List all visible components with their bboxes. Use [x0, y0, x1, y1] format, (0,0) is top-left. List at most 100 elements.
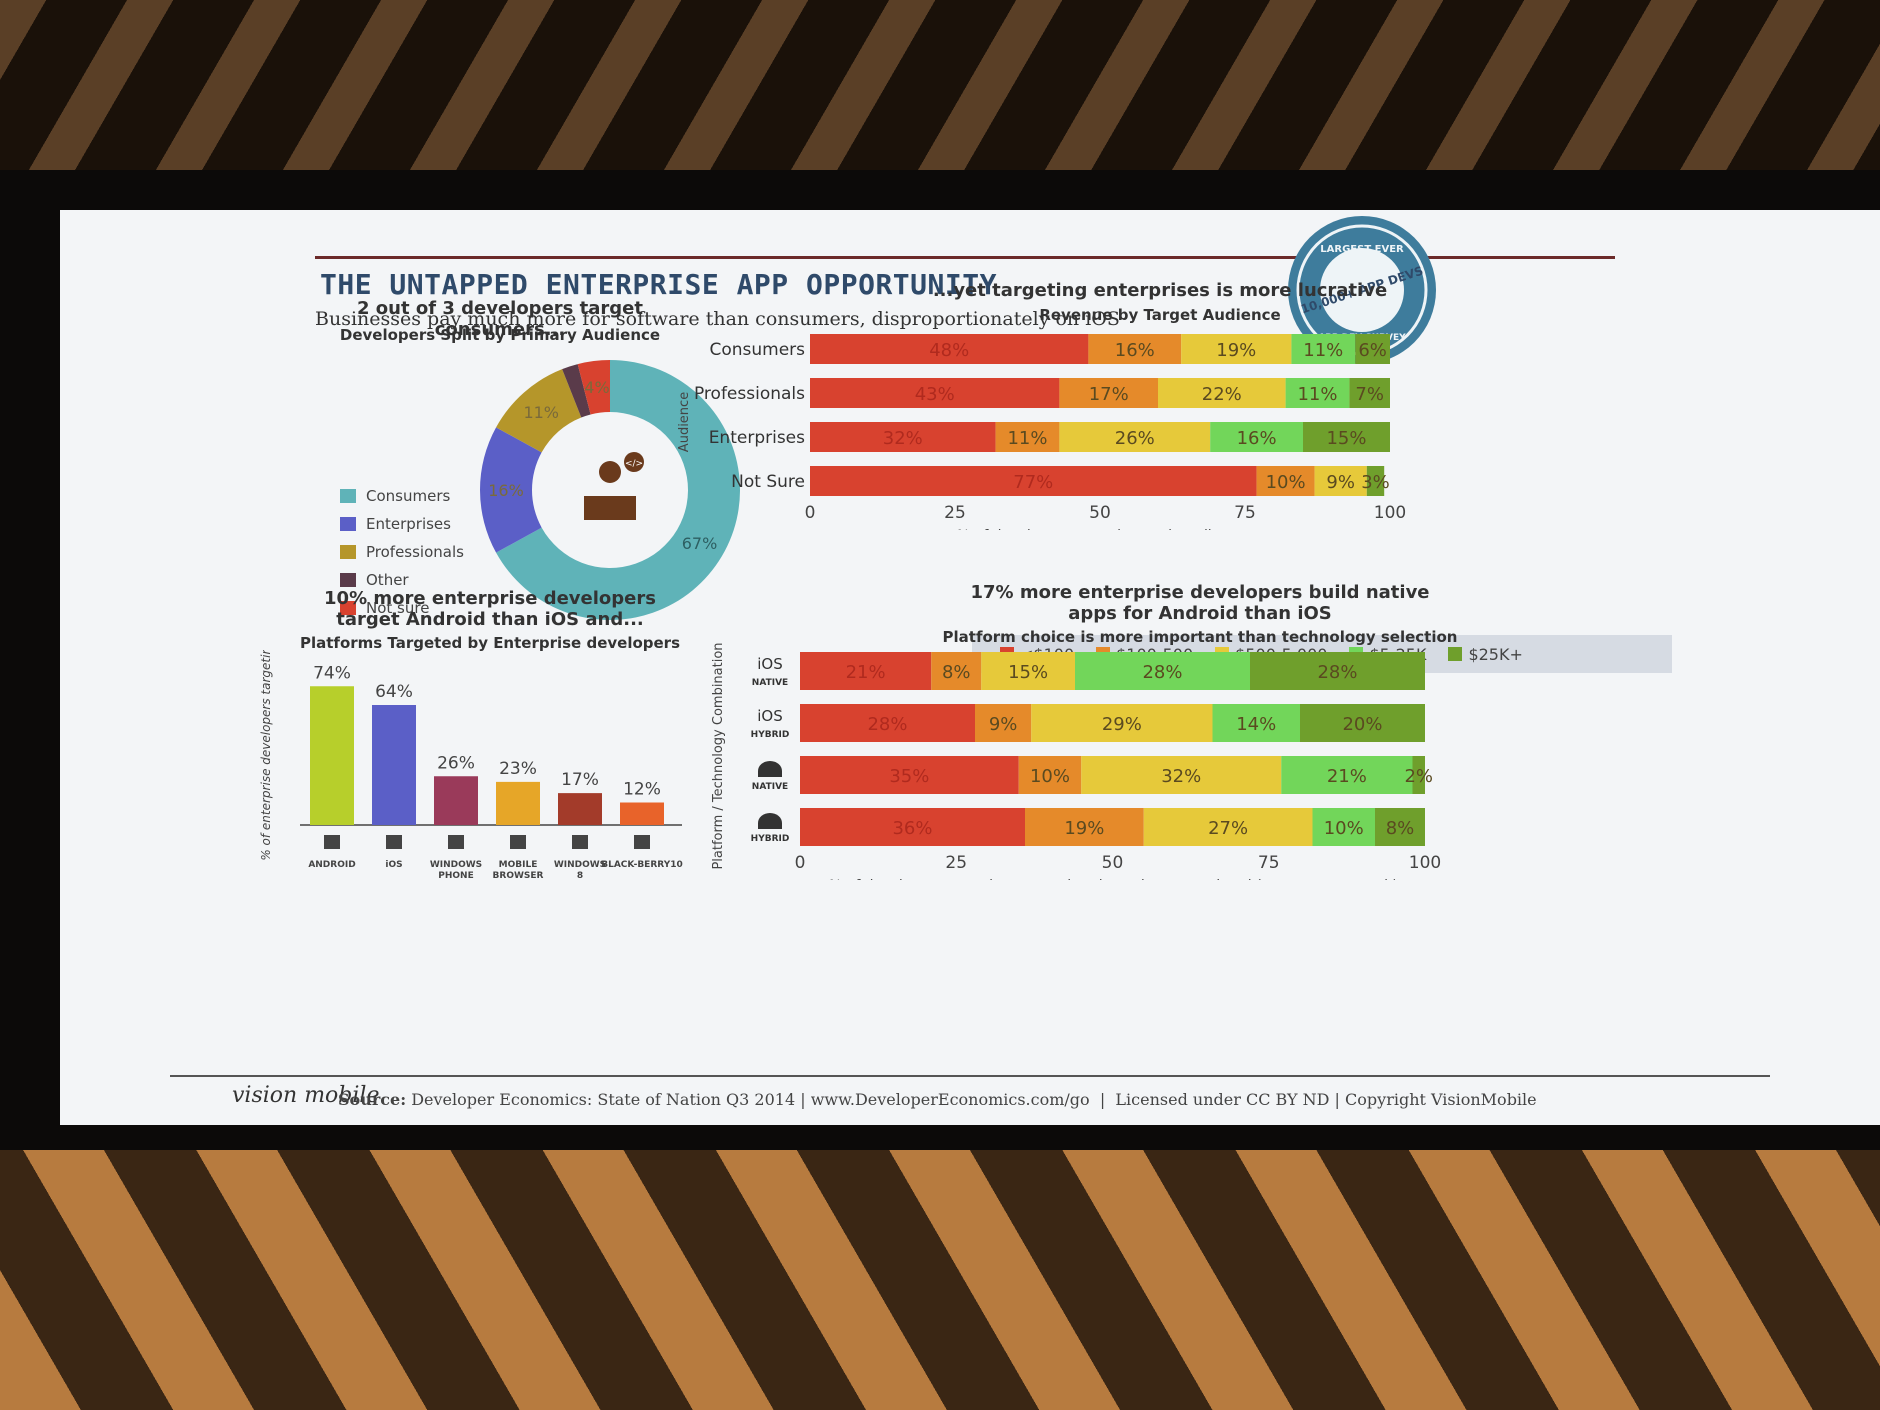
- bar-segment: [1355, 334, 1390, 364]
- platform-icon: [510, 835, 526, 849]
- bar-segment-label: 28%: [1142, 662, 1182, 683]
- legend-swatch: [340, 601, 356, 615]
- x-axis-label: % of developers targeting each audience: [956, 528, 1245, 530]
- bar-segment: [1081, 756, 1282, 794]
- legend-swatch: [340, 573, 356, 587]
- y-axis-label: Platform / Technology Combination: [711, 642, 726, 869]
- donut-slice-professionals: [496, 369, 582, 453]
- bar-segment-label: 9%: [1326, 472, 1355, 493]
- donut-label: 16%: [488, 481, 524, 500]
- bar-segment-label: 6%: [1358, 340, 1387, 361]
- bar-segment-label: 27%: [1208, 818, 1248, 839]
- bar-segment: [1018, 756, 1082, 794]
- bar-segment: [810, 422, 996, 452]
- x-tick-label: 0: [805, 503, 816, 523]
- bar-segment-label: 10%: [1324, 818, 1364, 839]
- bar-segment-label: 48%: [929, 340, 969, 361]
- donut-chart: 67% 16% 11% 4%: [480, 360, 740, 620]
- bar-segment-label: 15%: [1326, 428, 1366, 449]
- x-tick-label: 75: [1258, 853, 1280, 873]
- category-label: iOS: [385, 860, 402, 870]
- legend-item-professionals: Professionals: [340, 538, 464, 566]
- platform-bar: [310, 686, 354, 825]
- donut-slice-enterprises: [480, 427, 542, 553]
- donut-slice-not-sure: [577, 360, 610, 415]
- license-text: Licensed under CC BY ND | Copyright Visi…: [1115, 1090, 1537, 1109]
- category-label: Consumers: [709, 340, 805, 360]
- bar-segment: [1412, 756, 1425, 794]
- legend-item-other: Other: [340, 566, 464, 594]
- bar-segment: [1303, 422, 1390, 452]
- donut-slice-other: [562, 364, 591, 418]
- x-tick-label: 100: [1409, 853, 1441, 873]
- slide-title: THE UNTAPPED ENTERPRISE APP OPPORTUNITY: [320, 268, 997, 301]
- bar-segment-label: 20%: [1342, 714, 1382, 735]
- revenue-stacked-bar-chart: 48% 16% 19% 11% 6% Consumers 43% 17% 22% 11% 7% Pro…: [677, 334, 1406, 530]
- platform-icon: [448, 835, 464, 849]
- platform-tech-subtitle: Platform choice is more important than t…: [942, 628, 1458, 646]
- platform-bar: [434, 776, 478, 825]
- category-label: ANDROID: [308, 860, 355, 870]
- platforms-title: 10% more enterprise developers target An…: [324, 588, 656, 630]
- bar-segment-label: 28%: [1317, 662, 1357, 683]
- legend-item-not-sure: Not sure: [340, 594, 464, 622]
- source-label: Source:: [338, 1090, 407, 1109]
- category-label: Professionals: [694, 384, 805, 404]
- bar-segment-label: 11%: [1297, 384, 1337, 405]
- donut-slice-consumers: [496, 360, 740, 620]
- category-label: PHONE: [438, 871, 473, 881]
- android-icon: [758, 761, 782, 777]
- category-label: BROWSER: [493, 871, 544, 881]
- bar-segment: [1281, 756, 1413, 794]
- slide: THE UNTAPPED ENTERPRISE APP OPPORTUNITY …: [60, 210, 1880, 1125]
- platform-bar: [620, 802, 664, 825]
- bar-segment: [800, 704, 975, 742]
- bar-segment: [1314, 466, 1367, 496]
- platforms-subtitle: Platforms Targeted by Enterprise develop…: [299, 634, 681, 652]
- bar-segment-label: 26%: [1115, 428, 1155, 449]
- donut-label: 67%: [682, 534, 718, 553]
- category-label: Not Sure: [731, 472, 805, 492]
- legend-swatch: [340, 517, 356, 531]
- android-icon: [758, 813, 782, 829]
- bar-segment: [1075, 652, 1250, 690]
- visionmobile-logo: vision mobile: [232, 1083, 380, 1108]
- platform-bar: [496, 781, 540, 825]
- bar-segment-label: 11%: [1007, 428, 1047, 449]
- bar-segment: [1250, 652, 1425, 690]
- developer-laptop-icon: </>: [584, 452, 644, 520]
- bar-segment-label: 32%: [1161, 766, 1201, 787]
- bar-segment: [995, 422, 1060, 452]
- donut-subtitle: Developers Split by Primary Audience: [339, 326, 661, 344]
- category-label: BLACK-BERRY10: [601, 860, 683, 870]
- footer-rule: [170, 1075, 1770, 1077]
- category-label: WINDOWS: [430, 860, 482, 870]
- bar-segment: [1291, 334, 1356, 364]
- x-tick-label: 0: [795, 853, 806, 873]
- bar-segment: [810, 466, 1257, 496]
- x-tick-label: 75: [1234, 503, 1256, 523]
- bar-segment-label: 16%: [1237, 428, 1277, 449]
- slide-subtitle: Businesses pay much more for software th…: [315, 308, 1120, 330]
- tech-label: HYBRID: [751, 834, 790, 844]
- platform-icon: [386, 835, 402, 849]
- legend-label: Professionals: [366, 543, 464, 561]
- legend-label: Not sure: [366, 599, 430, 617]
- legend-swatch: [1448, 647, 1463, 661]
- legend-swatch: [340, 545, 356, 559]
- platform-label: iOS: [757, 655, 783, 673]
- y-axis-label: Audience: [677, 392, 692, 452]
- platform-icon: [324, 835, 340, 849]
- bar-segment: [800, 652, 932, 690]
- bar-segment: [1312, 808, 1375, 846]
- seal-top-text: LARGEST EVER: [1320, 244, 1404, 255]
- platforms-bar-chart: 74%ANDROID64%iOS26%WINDOWSPHONE23%MOBILE…: [259, 650, 683, 881]
- bar-segment: [1088, 334, 1182, 364]
- bar-segment-label: 8%: [1386, 818, 1415, 839]
- bar-segment-label: 22%: [1202, 384, 1242, 405]
- legend-label: Other: [366, 571, 409, 589]
- bar-value-label: 64%: [375, 682, 413, 702]
- platform-tech-title: 17% more enterprise developers build nat…: [970, 582, 1430, 624]
- bar-segment: [1025, 808, 1144, 846]
- bar-segment: [1031, 704, 1213, 742]
